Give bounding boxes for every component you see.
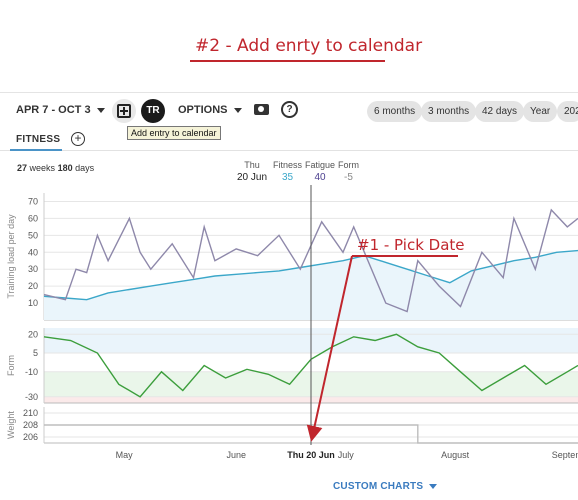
- readout-form: Form -5: [338, 160, 359, 184]
- y-axis-label: Weight: [6, 411, 16, 439]
- range-year-2024-button[interactable]: 202: [557, 101, 578, 122]
- y-tick-label: -10: [25, 367, 38, 377]
- x-tick-label: August: [441, 450, 470, 460]
- fitness-chart[interactable]: 10 20 30 40 50 60 70 Training load per day 20 5 -1…: [0, 185, 578, 475]
- readout-fatigue-label: Fatigue: [305, 160, 336, 170]
- y-tick-label: 60: [28, 213, 38, 223]
- tooltip-add-entry: Add entry to calendar: [127, 126, 221, 140]
- toolbar: APR 7 - OCT 3 TR OPTIONS ? 6 months 3 mo…: [0, 92, 578, 128]
- y-tick-label: 20: [28, 281, 38, 291]
- y-axis-label: Training load per day: [6, 214, 16, 299]
- y-tick-label: 70: [28, 196, 38, 206]
- weeks-count: 27: [17, 163, 28, 173]
- y-tick-label: 20: [28, 329, 38, 339]
- y-tick-label: 210: [23, 408, 38, 418]
- x-tick-label: July: [338, 450, 355, 460]
- readout-fatigue: Fatigue 40: [305, 160, 335, 184]
- options-menu[interactable]: OPTIONS: [178, 104, 242, 116]
- help-icon[interactable]: ?: [281, 101, 298, 118]
- panel-form: 20 5 -10 -30 Form: [6, 328, 578, 404]
- custom-charts-menu[interactable]: CUSTOM CHARTS: [333, 481, 438, 492]
- chart-tabs: FITNESS +: [0, 129, 578, 151]
- x-tick-label: June: [226, 450, 246, 460]
- date-range-label: APR 7 - OCT 3: [16, 104, 91, 116]
- weeks-label: weeks: [29, 163, 56, 173]
- readout-day: Thu: [244, 160, 260, 170]
- camera-icon[interactable]: [254, 104, 269, 115]
- y-tick-label: 10: [28, 298, 38, 308]
- avatar[interactable]: TR: [141, 99, 165, 123]
- y-axis-label: Form: [6, 355, 16, 376]
- x-tick-label: Septem: [552, 450, 578, 460]
- series-form-line[interactable]: [43, 333, 578, 398]
- calendar-plus-icon: [117, 104, 131, 118]
- range-3-months-button[interactable]: 3 months: [421, 101, 477, 122]
- range-6-months-button[interactable]: 6 months: [367, 101, 423, 122]
- days-count: 180: [57, 163, 73, 173]
- series-weight-line[interactable]: [44, 424, 578, 444]
- add-tab-icon[interactable]: +: [71, 132, 85, 146]
- panel-training-load: 10 20 30 40 50 60 70 Training load per day: [6, 193, 578, 321]
- readout-fitness: Fitness 35: [273, 160, 302, 184]
- readout-fitness-label: Fitness: [273, 160, 303, 170]
- readout-form-value: -5: [344, 172, 353, 183]
- add-calendar-entry-button[interactable]: [112, 99, 136, 123]
- y-tick-label: 40: [28, 247, 38, 257]
- annotation-add-entry: #2 - Add enrty to calendar: [195, 36, 423, 56]
- x-tick-label: Thu 20 Jun: [287, 450, 335, 460]
- range-42-days-button[interactable]: 42 days: [475, 101, 525, 122]
- range-year-button[interactable]: Year: [523, 101, 558, 122]
- readout-date-value: 20 Jun: [237, 172, 268, 183]
- panel-weight: 210 208 206 Weight: [6, 407, 578, 444]
- x-tick-label: May: [116, 450, 134, 460]
- readout-date: Thu 20 Jun: [237, 160, 267, 184]
- period-summary: 27 weeks 180 days: [17, 163, 94, 173]
- options-label: OPTIONS: [178, 104, 228, 116]
- annotation-pick-date: #1 - Pick Date: [357, 236, 465, 254]
- days-label: days: [75, 163, 95, 173]
- chevron-down-icon: [96, 107, 105, 113]
- tab-fitness[interactable]: FITNESS: [16, 134, 61, 145]
- chevron-down-icon: [233, 107, 242, 113]
- y-tick-label: 50: [28, 230, 38, 240]
- y-tick-label: 5: [33, 348, 38, 358]
- readout-fatigue-value: 40: [314, 172, 326, 183]
- tab-active-indicator: [10, 149, 62, 151]
- y-tick-label: 208: [23, 420, 38, 430]
- y-tick-label: -30: [25, 392, 38, 402]
- annotation-arrow-pick-date: [306, 255, 353, 442]
- readout-form-label: Form: [338, 160, 359, 170]
- custom-charts-label: CUSTOM CHARTS: [333, 481, 424, 492]
- y-tick-label: 206: [23, 432, 38, 442]
- series-fatigue-line[interactable]: [43, 208, 578, 313]
- chevron-down-icon: [429, 483, 438, 489]
- date-range-selector[interactable]: APR 7 - OCT 3: [16, 104, 105, 116]
- annotation-underline: [190, 60, 385, 62]
- y-tick-label: 30: [28, 264, 38, 274]
- readout-fitness-value: 35: [281, 172, 294, 183]
